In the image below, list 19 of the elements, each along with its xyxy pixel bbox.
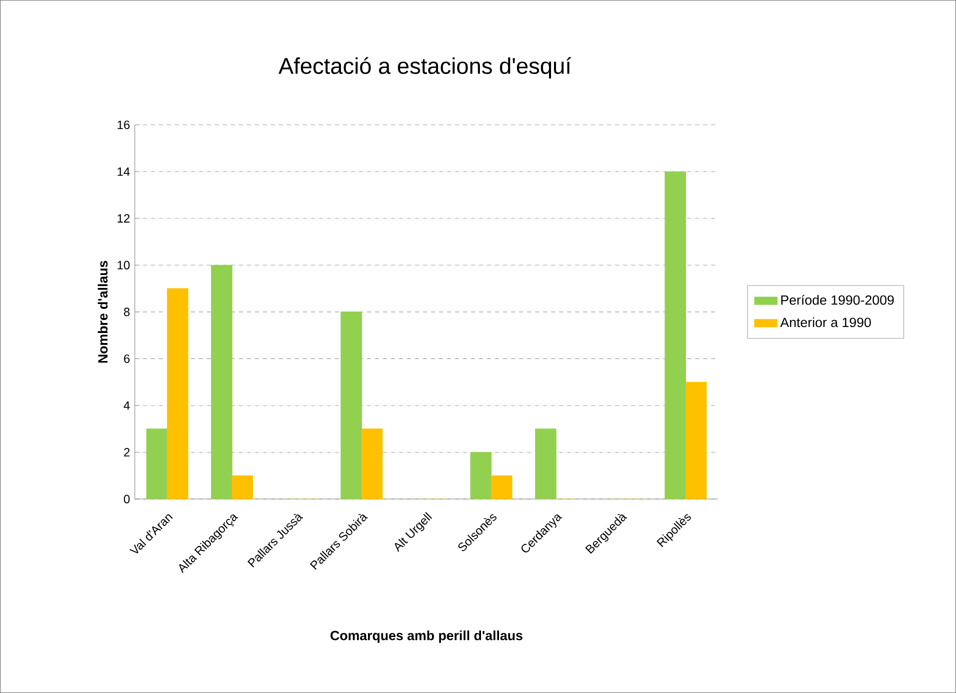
bar [361,428,383,500]
bar [166,288,188,500]
bar [491,475,512,500]
y-tick-label: 0 [124,494,130,504]
chart-title: Afectació a estacions d'esquí [278,57,572,79]
legend-label: Anterior a 1990 [780,317,871,328]
y-tick-label: 8 [124,308,130,316]
y-tick-label: 4 [124,401,130,410]
y-tick-label: 14 [118,168,130,176]
y-tick-label: 12 [118,214,130,223]
y-tick-label: 2 [124,448,130,456]
x-axis-title: Comarques amb perill d'allaus [330,630,522,643]
bar [232,475,254,500]
bar [685,382,707,500]
y-tick-label: 16 [118,120,130,130]
y-tick-label: 10 [118,260,130,270]
legend-label: Període 1990-2009 [781,294,894,305]
y-axis-title: Nombre d'allaus [98,260,108,363]
y-tick-label: 6 [124,354,130,364]
